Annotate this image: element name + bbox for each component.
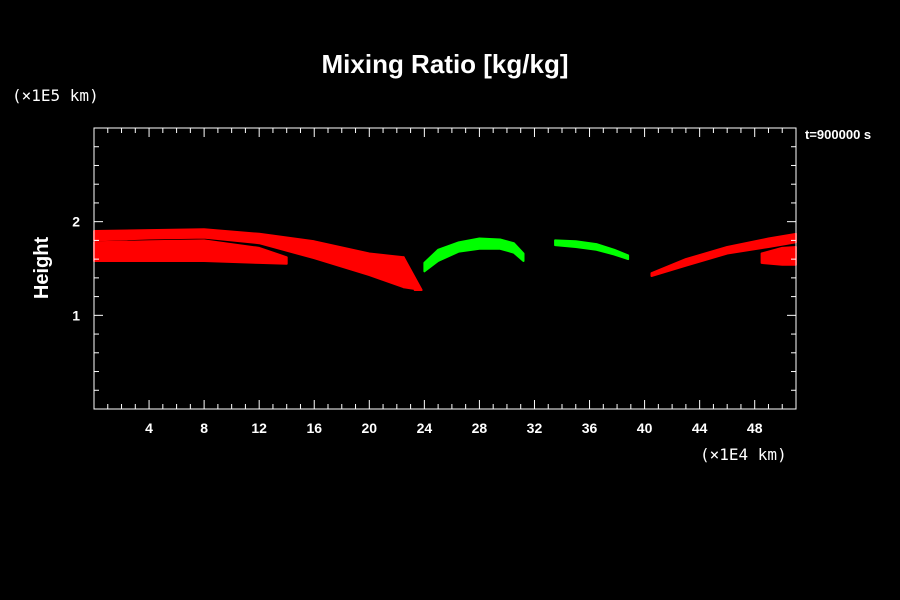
y-axis-label: Height bbox=[31, 237, 53, 300]
y-tick-label: 2 bbox=[72, 214, 80, 230]
tracer-band-6 bbox=[423, 237, 525, 273]
tracer-band-5 bbox=[760, 246, 797, 266]
x-tick-label: 20 bbox=[362, 420, 378, 436]
x-axis-unit: (×1E4 km) bbox=[700, 445, 787, 464]
x-tick-label: 40 bbox=[637, 420, 653, 436]
time-label: t=900000 s bbox=[805, 127, 871, 142]
y-tick-label: 1 bbox=[72, 307, 80, 323]
y-axis-unit: (×1E5 km) bbox=[12, 86, 99, 105]
tracer-band-2 bbox=[93, 239, 288, 265]
tracer-band-7 bbox=[554, 239, 630, 261]
x-tick-label: 12 bbox=[251, 420, 267, 436]
x-tick-label: 44 bbox=[692, 420, 708, 436]
x-tick-label: 48 bbox=[747, 420, 763, 436]
plot-frame bbox=[93, 127, 797, 410]
x-tick-label: 28 bbox=[472, 420, 488, 436]
x-tick-label: 36 bbox=[582, 420, 598, 436]
chart-title: Mixing Ratio [kg/kg] bbox=[322, 49, 569, 79]
x-tick-label: 8 bbox=[200, 420, 208, 436]
x-tick-label: 4 bbox=[145, 420, 153, 436]
x-tick-label: 16 bbox=[306, 420, 322, 436]
x-tick-label: 24 bbox=[417, 420, 433, 436]
x-tick-label: 32 bbox=[527, 420, 543, 436]
tracer-band-3 bbox=[402, 256, 423, 291]
plot-area bbox=[93, 228, 797, 291]
